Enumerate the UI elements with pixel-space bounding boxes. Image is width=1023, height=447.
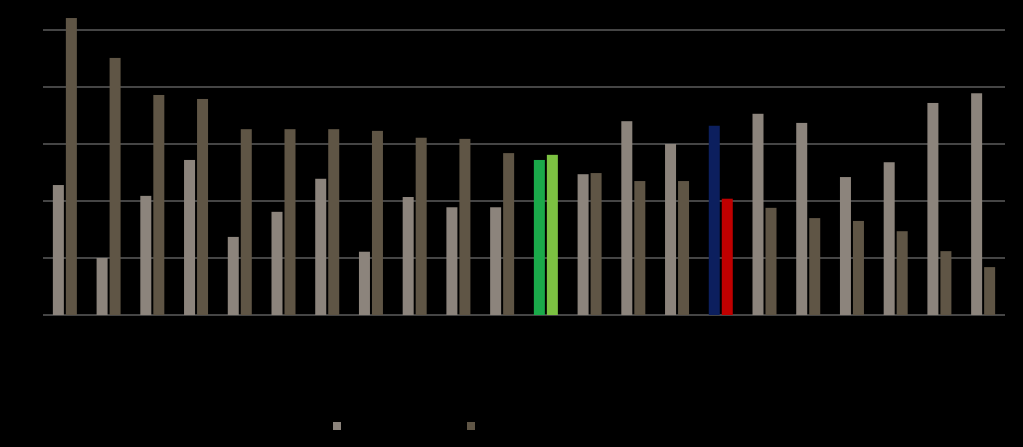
bar — [621, 121, 633, 315]
bar — [271, 211, 283, 315]
bar — [197, 98, 209, 315]
bar — [328, 129, 340, 315]
bar — [940, 251, 952, 315]
bar — [109, 57, 121, 316]
legend-swatch — [467, 422, 475, 430]
bar — [184, 159, 196, 315]
bar — [446, 207, 458, 315]
bar — [839, 177, 851, 315]
bar — [358, 251, 370, 315]
bar — [459, 138, 471, 315]
bar — [752, 113, 764, 315]
bar — [503, 153, 515, 315]
bar — [371, 130, 383, 315]
bar — [315, 178, 327, 315]
bar — [984, 267, 996, 315]
bar — [227, 236, 239, 315]
bar — [415, 137, 427, 315]
bar — [765, 207, 777, 315]
bar — [490, 207, 502, 315]
bar — [883, 162, 895, 315]
bar — [852, 220, 864, 315]
legend-swatch — [333, 422, 341, 430]
bar — [678, 181, 690, 315]
bar — [665, 144, 677, 315]
bar — [971, 93, 983, 316]
bar — [140, 195, 152, 315]
bar — [577, 174, 589, 315]
bar — [402, 197, 414, 315]
bar — [927, 102, 939, 316]
bar — [533, 159, 545, 315]
bar — [96, 258, 108, 315]
bar — [65, 18, 77, 316]
bar — [284, 129, 296, 315]
bar — [634, 181, 646, 315]
bar — [52, 185, 64, 315]
bar — [590, 173, 602, 315]
bar — [153, 94, 165, 315]
bar — [896, 231, 908, 315]
bar — [708, 125, 720, 315]
bar — [796, 122, 808, 315]
bar — [721, 198, 733, 315]
bar — [240, 129, 252, 315]
bar — [546, 154, 558, 315]
bar — [809, 218, 821, 315]
